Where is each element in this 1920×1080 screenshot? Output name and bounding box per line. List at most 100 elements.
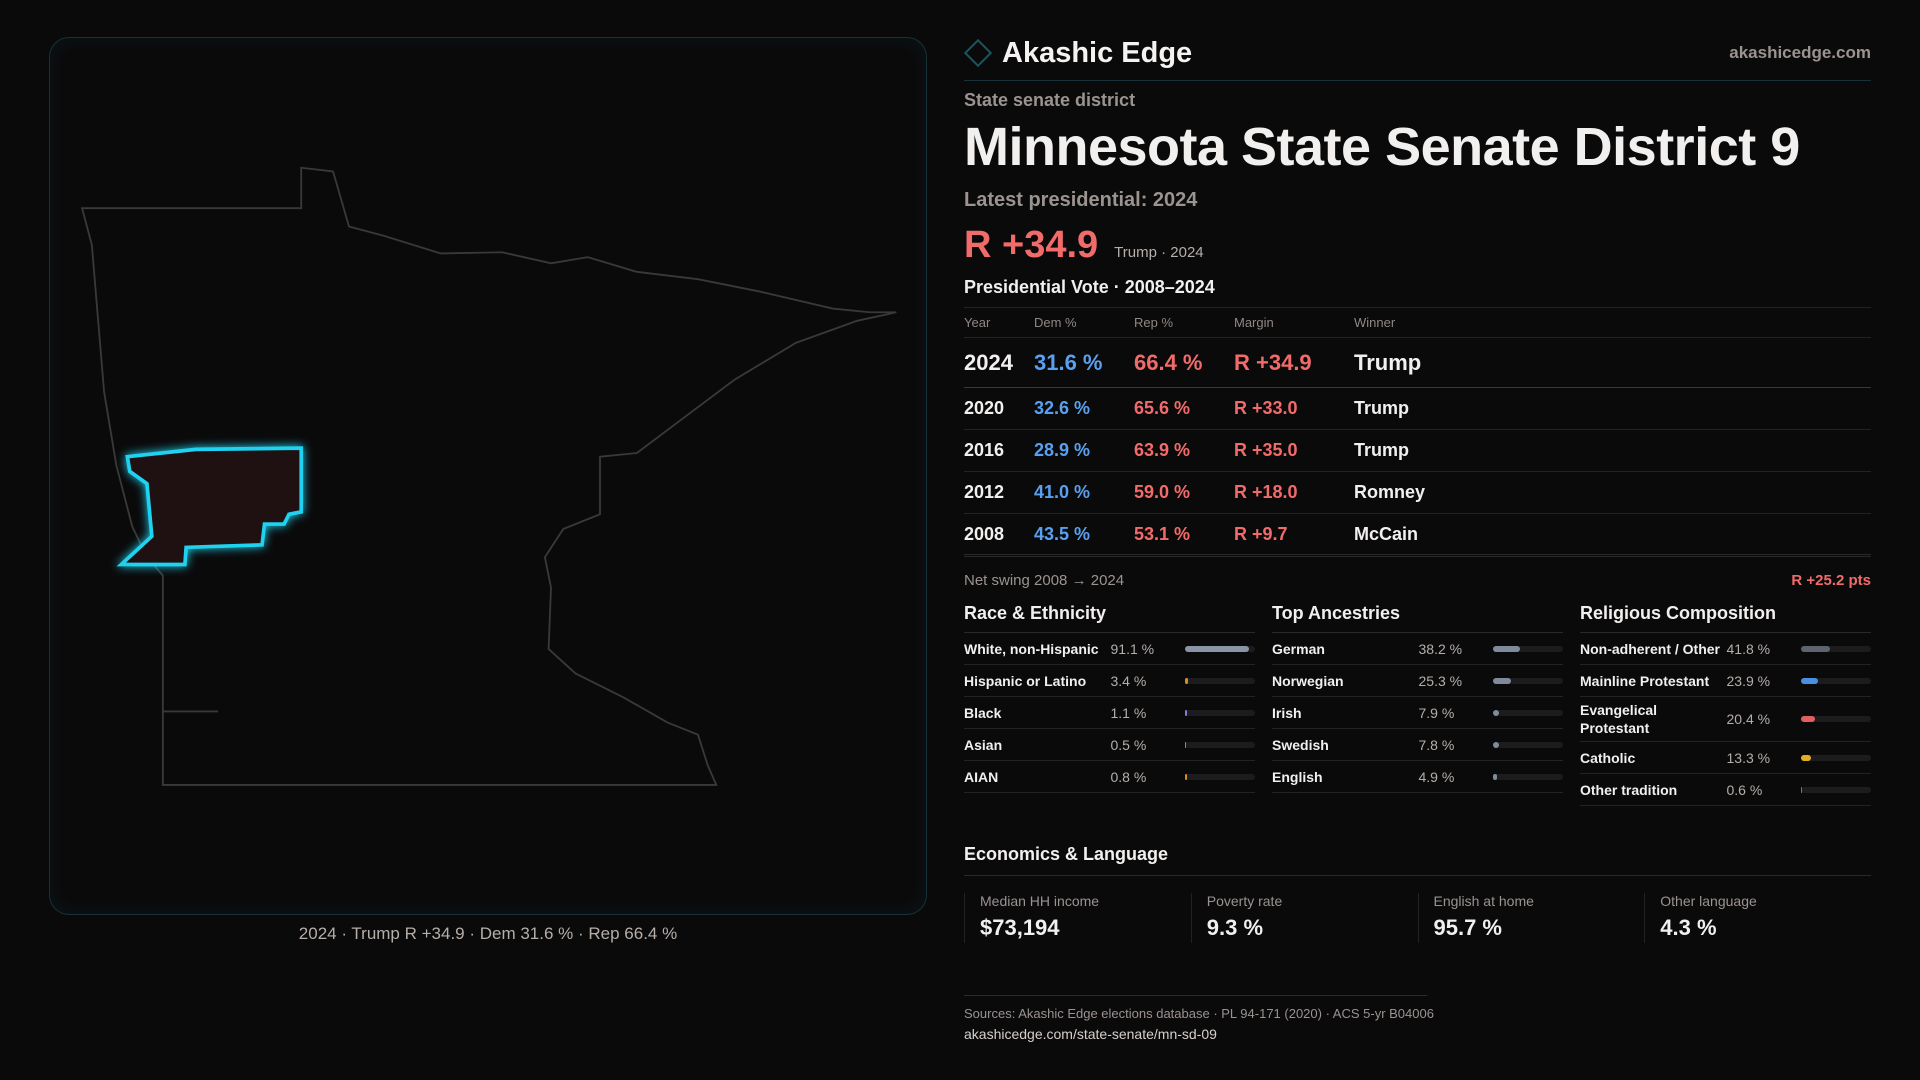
stat-label: AIAN [964,768,999,785]
stat-row: Swedish 7.8 % [1272,729,1564,761]
stat-row: English 4.9 % [1272,761,1564,793]
stat-value: 38.2 % [1418,640,1463,657]
stat-value: 0.8 % [1110,768,1147,785]
bar-fill [1493,709,1499,716]
bar-fill [1185,645,1249,652]
cell-margin: R +33.0 [1234,387,1354,430]
stat-row: German 38.2 % [1272,633,1564,665]
stat-label: White, non-Hispanic [964,640,1099,657]
stat-label: Irish [1272,704,1302,721]
bar-track [1801,645,1872,652]
cell-margin: R +34.9 [1234,337,1354,388]
stat-row: AIAN 0.8 % [964,761,1256,793]
cell-winner: Trump [1354,429,1871,472]
section-title: Religious Composition [1580,603,1871,633]
cell-dem: 31.6 % [1034,337,1134,388]
cell-margin: R +9.7 [1234,513,1354,557]
bar-track [1801,754,1872,761]
cell-rep: 53.1 % [1134,513,1234,557]
stat-value: 91.1 % [1110,640,1155,657]
race-ethnicity-section: Race & Ethnicity White, non-Hispanic 91.1… [964,603,1256,793]
page-url[interactable]: akashicedge.com/state-senate/mn-sd-09 [964,1026,1217,1042]
bar-track [1493,645,1564,652]
cell-year: 2008 [964,513,1034,557]
bar-fill [1801,716,1816,722]
cell-dem: 41.0 % [1034,471,1134,514]
margin-subtitle: Trump · 2024 [1114,244,1204,261]
stat-value: 0.5 % [1110,736,1147,753]
footer-divider [964,995,1427,996]
stat-value: 4.9 % [1418,768,1455,785]
cell-winner: Trump [1354,387,1871,430]
stat-row: Mainline Protestant 23.9 % [1580,665,1872,697]
cell-margin: R +18.0 [1234,471,1354,514]
stat-label: Black [964,704,1002,721]
bar-track [1493,741,1564,748]
vote-table-title: Presidential Vote · 2008–2024 [964,277,1215,297]
stat-label: Catholic [1580,749,1636,766]
bar-track [1185,773,1256,780]
stat-row: Catholic 13.3 % [1580,742,1872,774]
net-swing: Net swing 2008 → 2024 R +25.2 pts [964,572,1871,589]
stat-label: English [1272,768,1323,785]
cell-rep: 65.6 % [1134,387,1234,430]
stat-card-poverty: Poverty rate 9.3 % [1190,893,1418,943]
stat-label: Other tradition [1580,781,1678,798]
stat-value: 7.8 % [1418,736,1455,753]
stat-label: Hispanic or Latino [964,672,1087,689]
vote-row-2016: 2016 28.9 % 63.9 % R +35.0 Trump [964,429,1871,472]
stat-value: 7.9 % [1418,704,1455,721]
stat-label: Other language [1660,893,1757,909]
bar-track [1185,709,1256,716]
cell-dem: 28.9 % [1034,429,1134,472]
stat-label: Mainline Protestant [1580,672,1710,689]
swing-value: R +25.2 pts [1791,572,1871,589]
bar-fill [1493,677,1511,684]
cell-year: 2012 [964,471,1034,514]
vote-table: Year Dem % Rep % Margin Winner 2024 31.6 … [964,307,1871,557]
vote-row-2020: 2020 32.6 % 65.6 % R +33.0 Trump [964,387,1871,430]
col-year: Year [964,307,1034,338]
site-link[interactable]: akashicedge.com [1729,43,1871,62]
stat-label: Norwegian [1272,672,1344,689]
vote-row-2008: 2008 43.5 % 53.1 % R +9.7 McCain [964,513,1871,557]
stat-label: Poverty rate [1206,893,1283,909]
economics-cards: Median HH income $73,194 Poverty rate 9.3 … [964,893,1871,943]
stat-value: 95.7 % [1433,915,1503,940]
stat-card-income: Median HH income $73,194 [964,893,1191,943]
section-title: Top Ancestries [1272,603,1563,633]
stat-value: 20.4 % [1726,711,1771,727]
bar-track [1493,773,1564,780]
bar-fill [1801,645,1831,652]
stat-label: Swedish [1272,736,1329,753]
cell-year: 2016 [964,429,1034,472]
bar-fill [1185,677,1188,684]
ancestries-section: Top Ancestries German 38.2 % Norwegian 25… [1272,603,1564,793]
map-caption: 2024 · Trump R +34.9 · Dem 31.6 % · Rep … [298,924,678,943]
bar-fill [1493,741,1499,748]
vote-row-2012: 2012 41.0 % 59.0 % R +18.0 Romney [964,471,1871,514]
stat-label: German [1272,640,1325,657]
stat-row: Norwegian 25.3 % [1272,665,1564,697]
stat-value: $73,194 [980,915,1060,940]
cell-dem: 43.5 % [1034,513,1134,557]
col-dem: Dem % [1034,307,1134,338]
latest-presidential: Latest presidential: 2024 [964,189,1198,211]
bar-fill [1185,709,1187,716]
cell-dem: 32.6 % [1034,387,1134,430]
stat-label: Asian [964,736,1003,753]
brand[interactable]: Akashic Edge [963,37,1192,70]
stat-row: Asian 0.5 % [964,729,1256,761]
stat-label: Evangelical Protestant [1580,702,1658,736]
col-margin: Margin [1234,307,1354,338]
bar-track [1801,786,1872,793]
bar-fill [1801,754,1811,761]
stat-value: 23.9 % [1726,672,1771,689]
cell-year: 2024 [964,337,1034,388]
bar-fill [1185,773,1187,780]
bar-track [1185,741,1256,748]
section-title: Race & Ethnicity [964,603,1255,633]
stat-row: White, non-Hispanic 91.1 % [964,633,1256,665]
stat-row: Black 1.1 % [964,697,1256,729]
vote-row-2024: 2024 31.6 % 66.4 % R +34.9 Trump [964,337,1871,388]
